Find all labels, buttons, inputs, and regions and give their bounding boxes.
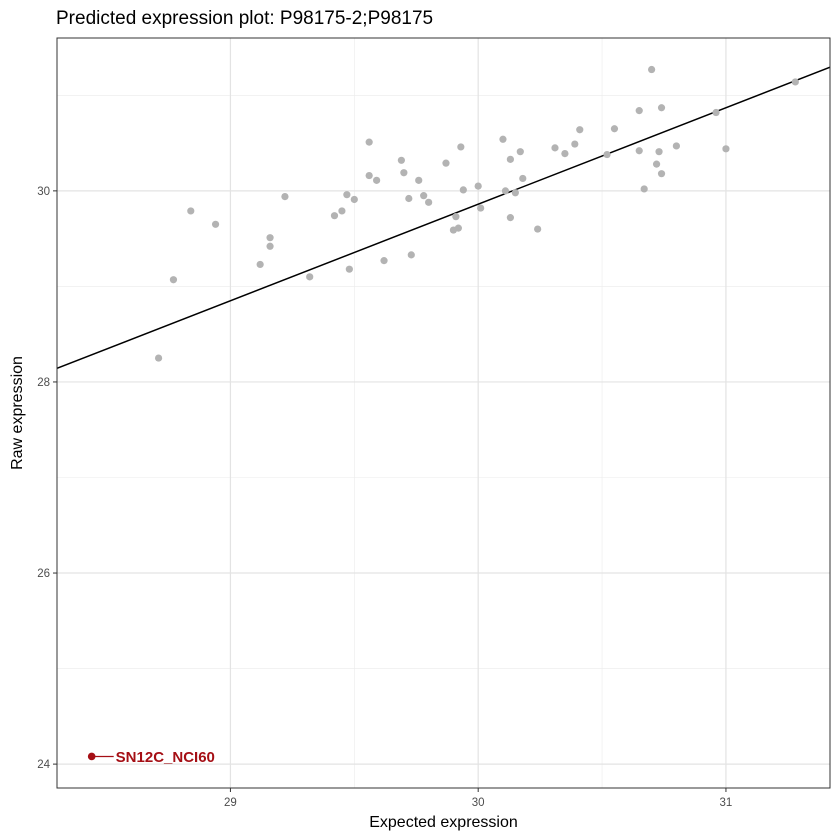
y-axis-title: Raw expression [9,356,26,470]
data-point [519,174,527,183]
data-point [400,169,408,177]
data-point [425,198,433,206]
data-point [561,150,569,158]
data-point [516,148,524,156]
data-point [350,195,358,204]
data-point [256,260,264,269]
data-point [474,182,482,190]
data-point [610,125,619,133]
regression-line [57,66,830,369]
data-point [551,144,559,152]
data-point [640,185,648,193]
data-point [501,187,510,195]
data-point [365,138,373,146]
y-tick-label: 30 [37,186,50,198]
data-point [415,176,423,184]
data-point [635,107,643,115]
data-point [672,142,680,150]
y-tick-label: 26 [37,568,50,580]
x-axis-title: Expected expression [369,814,518,831]
data-point [571,140,579,148]
data-point [407,251,415,259]
y-tick-label: 28 [37,377,50,389]
axis-ticks: 29 30 31 24 26 28 30 [37,186,732,809]
data-point [442,159,450,167]
grid [57,38,830,788]
data-point [657,170,666,178]
data-point [791,78,799,86]
outlier-annotation: SN12C_NCI60 [87,749,215,766]
data-points [154,65,799,362]
data-point [477,204,485,212]
data-point [534,225,542,233]
data-point [635,147,643,155]
data-point [657,104,666,112]
data-point [722,145,730,153]
data-point [306,273,314,281]
outlier-label: SN12C_NCI60 [116,749,215,766]
data-point [506,214,514,222]
x-tick-label: 29 [224,797,237,809]
data-point [380,257,388,265]
data-point [154,354,163,362]
data-point [420,192,428,200]
data-point [499,135,507,143]
data-point [266,234,274,242]
data-point [338,207,346,215]
data-point [169,276,178,284]
data-point [652,160,661,168]
data-point [454,224,462,232]
data-point [211,220,220,228]
data-point [457,143,465,151]
y-tick-label: 24 [37,759,50,771]
data-point [330,212,339,220]
data-point [397,156,405,164]
data-point [281,192,289,201]
data-point [187,207,195,215]
data-point [655,148,663,156]
data-point [365,171,373,180]
chart-title: Predicted expression plot: P98175-2;P981… [56,8,433,29]
data-point [648,65,656,74]
data-point [459,186,467,194]
data-point [511,189,519,197]
data-point [452,213,460,221]
fit-line-layer [57,66,830,369]
plot-panel-border [56,37,831,789]
data-point [576,126,584,134]
data-point [506,155,514,163]
x-tick-label: 30 [472,797,485,809]
data-point [345,265,353,273]
x-tick-label: 31 [720,797,733,809]
data-point [712,108,720,117]
data-point [603,150,611,159]
data-point [405,194,413,203]
data-point [266,242,274,250]
data-point [343,191,351,199]
outlier-point [87,752,96,761]
data-point [373,176,381,184]
plot-panel [57,38,830,788]
